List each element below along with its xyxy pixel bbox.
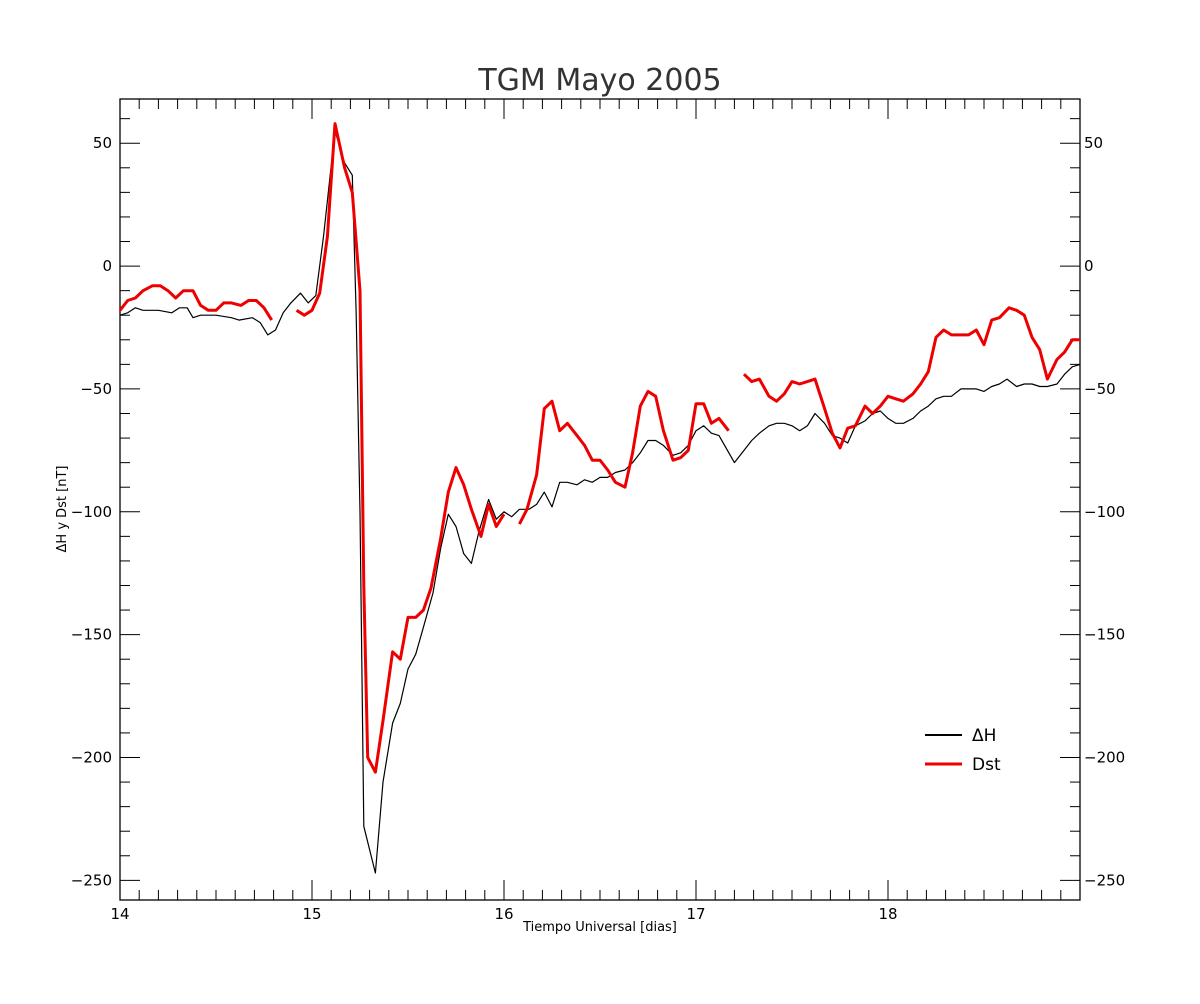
plot-frame — [119, 98, 1081, 901]
y-tick-label-right: 50 — [1084, 134, 1103, 152]
y-tick-label: −200 — [71, 748, 112, 766]
series-line-dh — [119, 130, 1081, 874]
y-tick-label-right: −100 — [1084, 503, 1125, 521]
x-tick-label: 14 — [110, 905, 129, 923]
y-tick-label: −150 — [71, 626, 112, 644]
y-tick-label: −100 — [71, 503, 112, 521]
series-line-dst — [118, 284, 273, 321]
axis-tick-labels: 14 15 16 17 18 50 50 0 0 −50 −50 −100 −100 −150 −150 −2… — [71, 134, 1125, 923]
legend-label-dh: ΔH — [972, 726, 996, 746]
x-tick-label: 17 — [686, 905, 705, 923]
x-tick-label: 16 — [494, 905, 513, 923]
x-tick-label: 18 — [878, 905, 897, 923]
y-axis-label: ΔH y Dst [nT] — [55, 466, 70, 553]
chart-legend: ΔH Dst — [925, 726, 1001, 775]
y-tick-label-right: 0 — [1084, 257, 1094, 275]
y-tick-label-right: −200 — [1084, 748, 1125, 766]
y-tick-label-right: −150 — [1084, 626, 1125, 644]
y-tick-label: 50 — [93, 134, 112, 152]
x-axis-label: Tiempo Universal [dias] — [522, 920, 677, 935]
y-tick-label: −250 — [71, 871, 112, 889]
chart-title: TGM Mayo 2005 — [477, 63, 721, 98]
y-tick-label-right: −50 — [1084, 380, 1116, 398]
y-tick-label-right: −250 — [1084, 871, 1125, 889]
series-line-dst — [295, 122, 506, 774]
series-line-dst — [518, 389, 730, 525]
legend-label-dst: Dst — [972, 755, 1001, 775]
series-line-dst — [742, 306, 1080, 450]
y-tick-label: −50 — [80, 380, 112, 398]
y-tick-label: 0 — [102, 257, 112, 275]
series-lines — [118, 122, 1081, 874]
axis-ticks — [119, 99, 1081, 900]
x-tick-label: 15 — [302, 905, 321, 923]
